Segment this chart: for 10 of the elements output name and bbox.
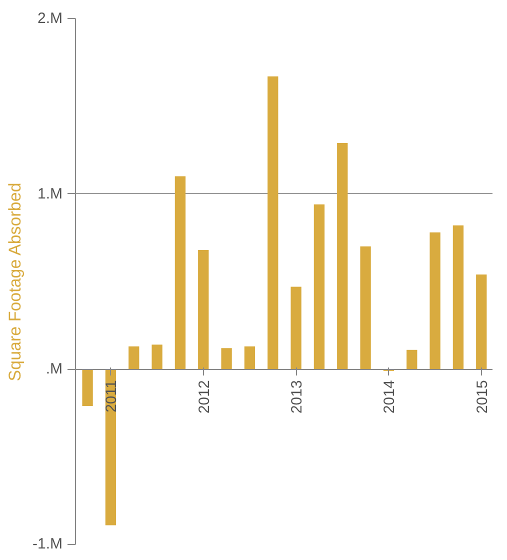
y-tick-label: 1.M [37, 185, 63, 202]
x-tick-label: 2011 [103, 380, 120, 412]
y-tick-label: .M [46, 360, 63, 378]
y-axis-title: Square Footage Absorbed [6, 182, 24, 382]
x-tick-label: 2013 [288, 380, 306, 414]
y-tick-label: -1.M [32, 536, 62, 552]
x-tick-label: 2014 [381, 380, 398, 414]
y-tick-label: 2.M [37, 10, 63, 27]
x-tick-label: 2015 [474, 380, 491, 414]
x-tick-label: 2012 [196, 380, 213, 414]
